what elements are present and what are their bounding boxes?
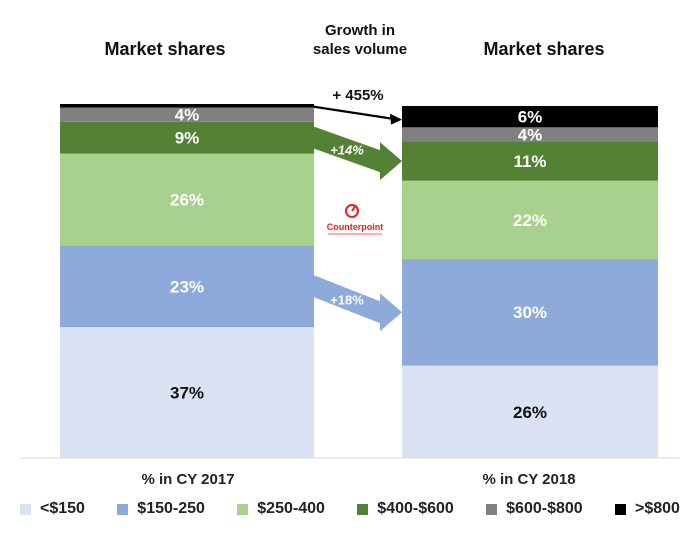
counterpoint-logo-needle	[351, 204, 357, 212]
bar-segment-150-250-2017	[60, 245, 314, 328]
bar-segment-under-150-2018	[402, 365, 658, 458]
bar-segment-600-800-2017	[60, 107, 314, 122]
legend-swatch-250-400	[237, 503, 249, 515]
x-tick-label-2018: % in CY 2018	[482, 471, 575, 488]
bar-segment-over-800-2017	[60, 104, 314, 108]
growth-label-150-250: +18%	[330, 292, 364, 307]
counterpoint-logo: Counterpoint	[327, 204, 384, 235]
legend-item-250-400: $250-400	[237, 500, 325, 518]
growth-arrow-over-800-head	[390, 113, 402, 125]
bar-segment-400-600-2018	[402, 141, 658, 181]
legend-item-600-800: $600-$800	[486, 500, 583, 518]
bar-segment-400-600-2017	[60, 121, 314, 154]
data-label-600-800-2017: 4%	[175, 106, 200, 125]
legend-label-under-150: <$150	[40, 500, 85, 517]
bar-segment-250-400-2018	[402, 180, 658, 259]
legend-label-250-400: $250-400	[257, 500, 325, 517]
bars-layer	[60, 104, 658, 458]
data-label-250-400-2018: 22%	[513, 211, 547, 230]
bar-segment-under-150-2017	[60, 327, 314, 458]
center-title: Growth in sales volume	[313, 22, 407, 58]
counterpoint-tagline-mark	[328, 233, 382, 235]
data-label-under-150-2018: 26%	[513, 403, 547, 422]
growth-arrow-over-800	[313, 105, 393, 120]
labels-layer: 37%23%26%9%4%26%30%22%11%4%6%	[170, 106, 547, 422]
bar-segment-250-400-2017	[60, 153, 314, 246]
legend-item-150-250: $150-250	[117, 500, 205, 518]
legend-label-150-250: $150-250	[137, 500, 205, 517]
data-label-600-800-2018: 4%	[518, 125, 543, 144]
legend-label-400-600: $400-$600	[377, 500, 454, 517]
data-label-250-400-2017: 26%	[170, 191, 204, 210]
legend-item-under-150: <$150	[20, 500, 85, 518]
data-label-150-250-2017: 23%	[170, 277, 204, 296]
legend-label-600-800: $600-$800	[506, 500, 583, 517]
bar-segment-600-800-2018	[402, 127, 658, 142]
legend-swatch-over-800	[615, 503, 627, 515]
legend-swatch-150-250	[117, 503, 129, 515]
bar-segment-150-250-2018	[402, 258, 658, 366]
data-label-under-150-2017: 37%	[170, 384, 204, 403]
data-label-150-250-2018: 30%	[513, 303, 547, 322]
growth-arrows-layer: + 455% +14% +18%	[313, 87, 402, 332]
data-label-400-600-2018: 11%	[513, 152, 546, 171]
counterpoint-watermark: Counterpoint	[327, 222, 384, 232]
column-title-2018: Market shares	[483, 39, 604, 59]
legend-item-400-600: $400-$600	[357, 500, 454, 518]
legend: <$150 $150-250 $250-400 $400-$600 $600-$800 >…	[20, 497, 680, 521]
column-title-2017: Market shares	[104, 39, 225, 59]
growth-arrow-400-600	[314, 126, 402, 181]
legend-label-over-800: >$800	[635, 500, 680, 517]
growth-label-over-800: + 455%	[332, 87, 383, 104]
growth-label-400-600: +14%	[330, 142, 364, 157]
legend-item-over-800: >$800	[615, 500, 680, 518]
counterpoint-logo-icon	[345, 204, 359, 218]
legend-swatch-600-800	[486, 503, 498, 515]
bar-segment-over-800-2018	[402, 106, 658, 128]
legend-swatch-under-150	[20, 503, 31, 515]
data-label-over-800-2018: 6%	[518, 108, 543, 127]
growth-arrow-150-250	[314, 275, 402, 332]
legend-swatch-400-600	[357, 503, 369, 515]
data-label-400-600-2017: 9%	[175, 129, 200, 148]
x-tick-label-2017: % in CY 2017	[141, 471, 234, 488]
